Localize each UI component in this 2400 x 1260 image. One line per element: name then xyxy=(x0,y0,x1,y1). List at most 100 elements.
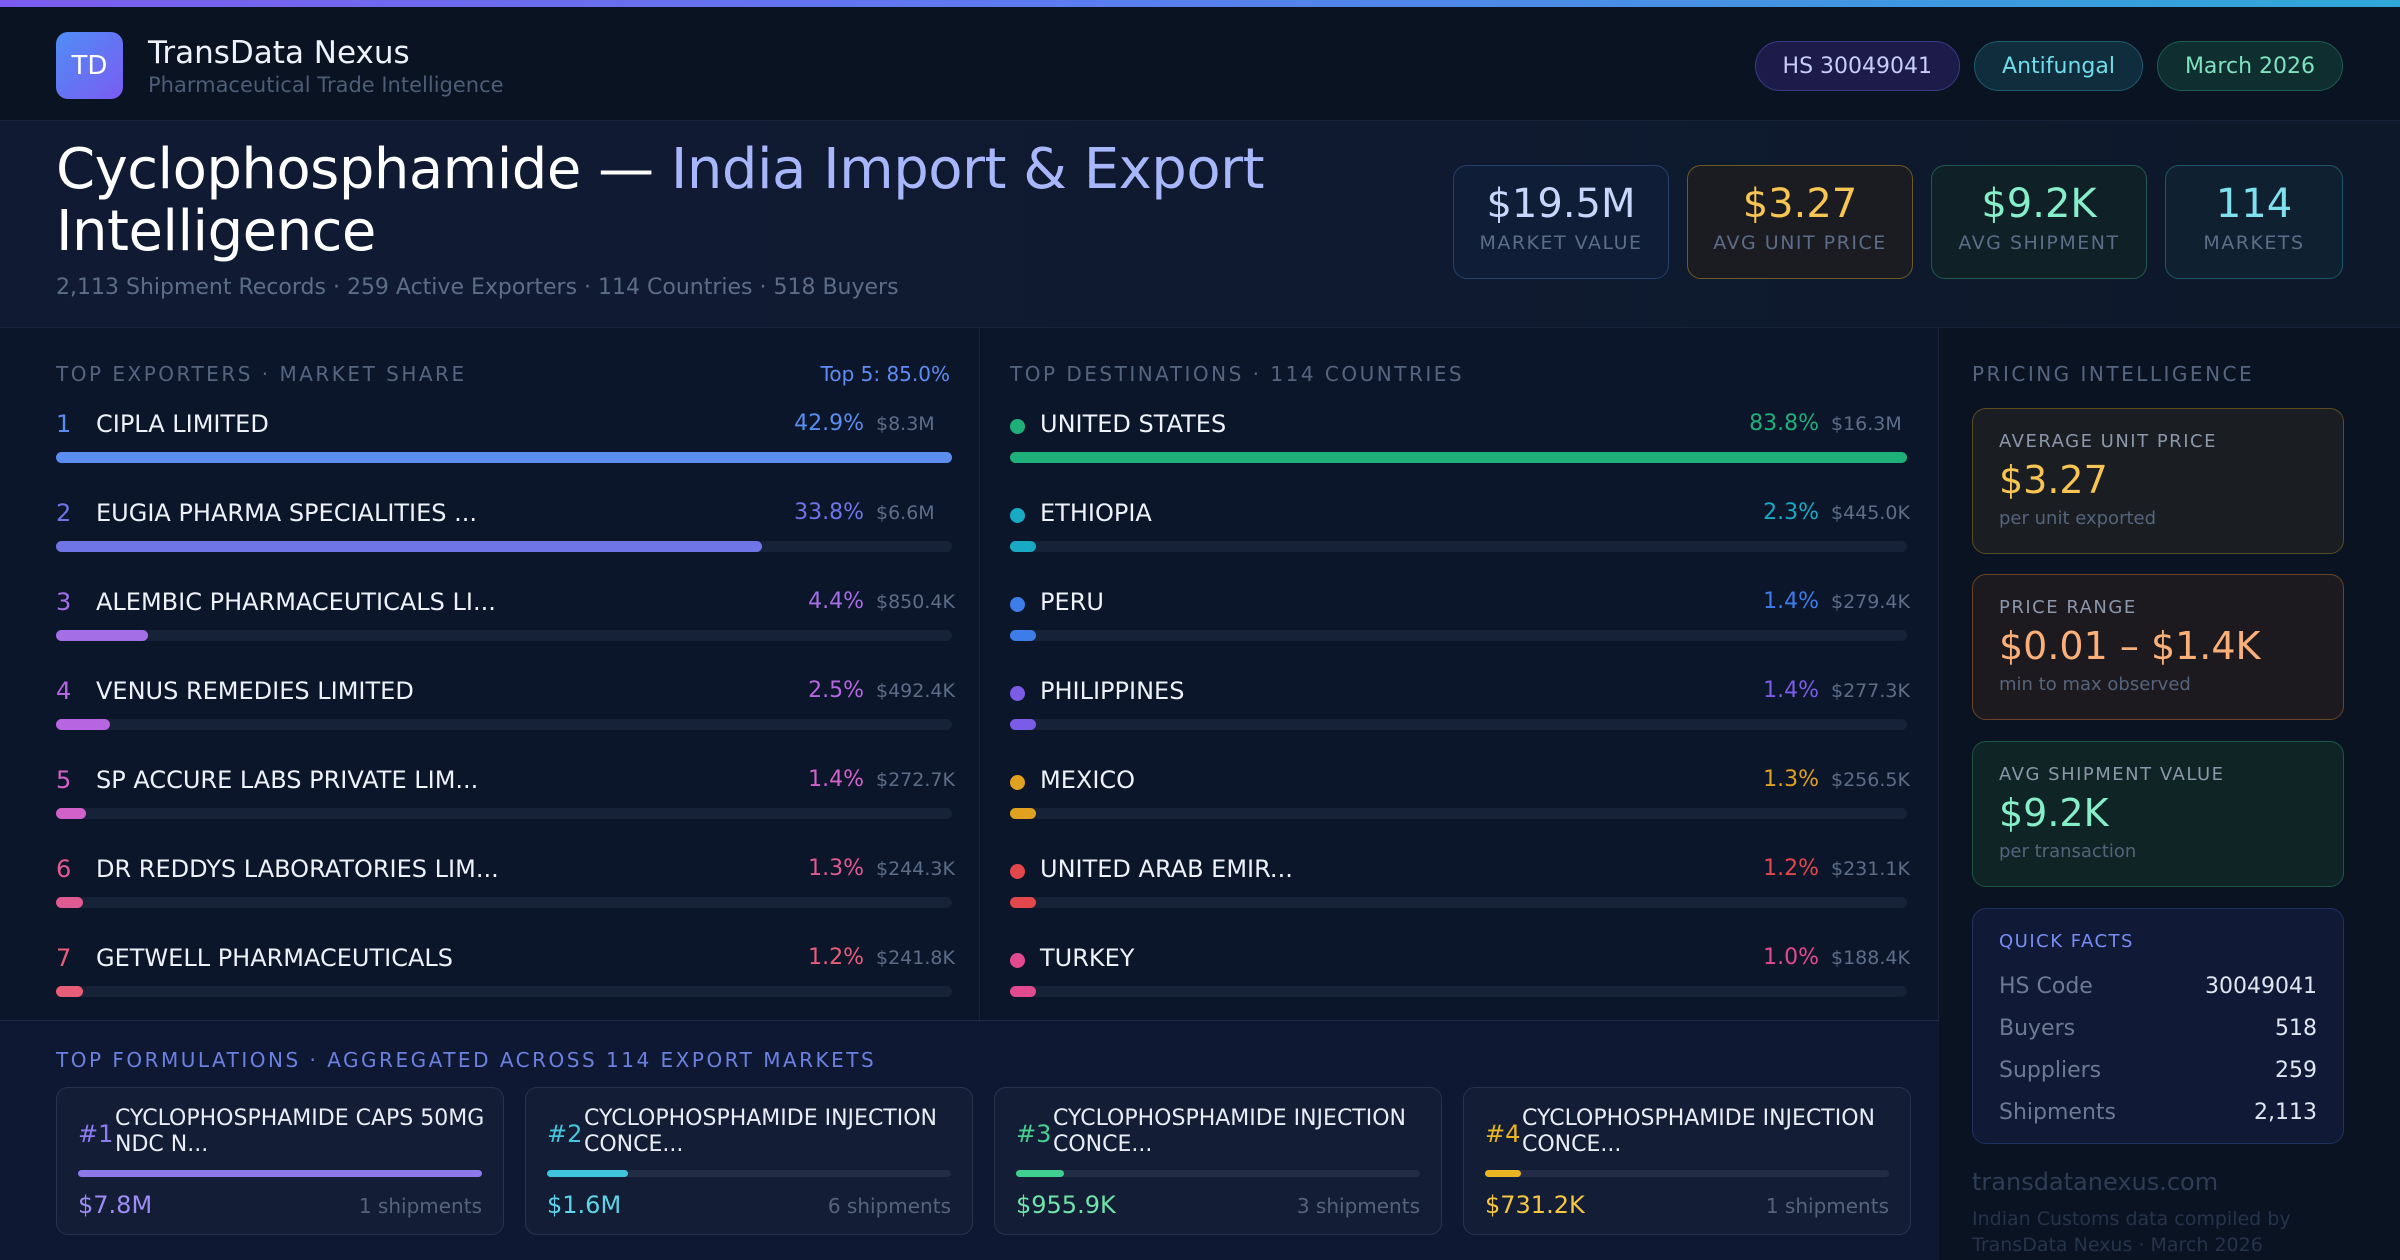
formulation-shipments: 6 shipments xyxy=(827,1194,951,1218)
destination-name: ETHIOPIA xyxy=(1040,499,1152,527)
exporter-row[interactable]: 2 EUGIA PHARMA SPECIALITIES ... 33.8% $6.6M xyxy=(56,499,952,588)
destinations-panel: TOP DESTINATIONS · 114 COUNTRIES UNITED … xyxy=(981,328,1939,1020)
exporter-share-track xyxy=(56,541,952,552)
footer-site-link[interactable]: transdatanexus.com xyxy=(1972,1168,2219,1196)
formulation-name: CYCLOPHOSPHAMIDE CAPS 50MG NDC N... xyxy=(115,1106,485,1157)
exporter-share-track xyxy=(56,719,952,730)
category-chip[interactable]: Antifungal xyxy=(1974,41,2143,91)
kpi-value: $19.5M xyxy=(1486,181,1636,227)
formulation-rank: #1 xyxy=(78,1120,114,1148)
brand-tagline: Pharmaceutical Trade Intelligence xyxy=(148,73,504,97)
formulation-share-track xyxy=(78,1170,482,1177)
destination-row[interactable]: PERU 1.4% $279.4K xyxy=(1010,588,1910,677)
destination-row[interactable]: MEXICO 1.3% $256.5K xyxy=(1010,766,1910,855)
formulation-card[interactable]: #3 CYCLOPHOSPHAMIDE INJECTION CONCE... $95… xyxy=(994,1087,1442,1235)
quick-facts-card: QUICK FACTS HS Code 30049041 Buyers 518 … xyxy=(1972,908,2344,1144)
destination-row[interactable]: UNITED ARAB EMIR... 1.2% $231.1K xyxy=(1010,855,1910,944)
destination-row[interactable]: TURKEY 1.0% $188.4K xyxy=(1010,944,1910,1033)
destination-share-track xyxy=(1010,986,1907,997)
destination-row[interactable]: UNITED STATES 83.8% $16.3M xyxy=(1010,410,1907,499)
exporter-rank: 7 xyxy=(56,944,72,972)
destination-pct: 1.4% xyxy=(1763,678,1819,703)
kpi-value: $3.27 xyxy=(1742,181,1858,227)
fact-value: 259 xyxy=(2275,1058,2317,1083)
fact-row: HS Code 30049041 xyxy=(1999,960,2317,1002)
pricing-sidebar: PRICING INTELLIGENCE AVERAGE UNIT PRICE … xyxy=(1940,328,2400,1260)
destination-dot-icon xyxy=(1010,419,1025,434)
formulation-share-bar xyxy=(547,1170,628,1177)
exporter-share-track xyxy=(56,986,952,997)
destination-share-bar xyxy=(1010,986,1036,997)
facts-list: HS Code 30049041 Buyers 518 Suppliers 25… xyxy=(1999,960,2317,1128)
date-chip[interactable]: March 2026 xyxy=(2156,41,2343,91)
destination-share-bar xyxy=(1010,897,1036,908)
exporter-row[interactable]: 5 SP ACCURE LABS PRIVATE LIM... 1.4% $272.7… xyxy=(56,766,955,855)
exporter-amount: $241.8K xyxy=(876,947,955,969)
exporter-amount: $850.4K xyxy=(876,591,955,613)
formulation-rank: #2 xyxy=(547,1120,583,1148)
exporter-row[interactable]: 7 GETWELL PHARMACEUTICALS 1.2% $241.8K xyxy=(56,944,955,1033)
exporter-name: ALEMBIC PHARMACEUTICALS LI... xyxy=(96,588,496,616)
exporter-amount: $8.3M xyxy=(876,413,935,435)
exporter-name: CIPLA LIMITED xyxy=(96,410,269,438)
fact-value: 30049041 xyxy=(2205,974,2317,999)
exporter-share-track xyxy=(56,630,952,641)
formulation-card[interactable]: #4 CYCLOPHOSPHAMIDE INJECTION CONCE... $73… xyxy=(1463,1087,1911,1235)
kpi-avg-unit-price: $3.27 AVG UNIT PRICE xyxy=(1687,165,1913,279)
formulation-card[interactable]: #2 CYCLOPHOSPHAMIDE INJECTION CONCE... $1.… xyxy=(525,1087,973,1235)
formulation-card[interactable]: #1 CYCLOPHOSPHAMIDE CAPS 50MG NDC N... $7.… xyxy=(56,1087,504,1235)
app-header: TD TransData Nexus Pharmaceutical Trade … xyxy=(0,7,2400,121)
exporter-share-bar xyxy=(56,897,83,908)
exporter-pct: 1.4% xyxy=(808,767,864,792)
formulation-rank: #4 xyxy=(1485,1120,1521,1148)
destination-dot-icon xyxy=(1010,597,1025,612)
brand-logo[interactable]: TD xyxy=(56,32,123,99)
fact-value: 518 xyxy=(2275,1016,2317,1041)
destination-share-track xyxy=(1010,630,1907,641)
pricing-title: PRICING INTELLIGENCE xyxy=(1972,362,2255,386)
formulation-share-track xyxy=(1016,1170,1420,1177)
kpi-avg-shipment: $9.2K AVG SHIPMENT xyxy=(1931,165,2147,279)
exporter-share-bar xyxy=(56,630,149,641)
formulation-share-bar xyxy=(1016,1170,1065,1177)
formulation-name: CYCLOPHOSPHAMIDE INJECTION CONCE... xyxy=(584,1106,938,1157)
exporter-share-track xyxy=(56,452,952,463)
destination-name: MEXICO xyxy=(1040,766,1136,794)
card-title: AVG SHIPMENT VALUE xyxy=(1999,764,2225,785)
fact-row: Buyers 518 xyxy=(1999,1002,2317,1044)
exporter-row[interactable]: 6 DR REDDYS LABORATORIES LIM... 1.3% $244.3… xyxy=(56,855,955,944)
page-title: Cyclophosphamide — India Import & Export… xyxy=(56,139,1376,263)
destination-row[interactable]: PHILIPPINES 1.4% $277.3K xyxy=(1010,677,1910,766)
exporter-share-bar xyxy=(56,986,83,997)
kpi-label: MARKETS xyxy=(2203,232,2305,254)
hs-code-chip[interactable]: HS 30049041 xyxy=(1754,41,1961,91)
exporter-row[interactable]: 3 ALEMBIC PHARMACEUTICALS LI... 4.4% $850.4… xyxy=(56,588,955,677)
exporter-pct: 1.3% xyxy=(808,856,864,881)
card-value: $3.27 xyxy=(1999,458,2108,502)
price-range-card: PRICE RANGE $0.01 – $1.4K min to max obs… xyxy=(1972,574,2344,720)
kpi-value: $9.2K xyxy=(1981,181,2097,227)
destination-pct: 2.3% xyxy=(1763,500,1819,525)
exporter-share-bar xyxy=(56,719,110,730)
brand-name[interactable]: TransData Nexus xyxy=(148,35,410,71)
destination-amount: $445.0K xyxy=(1831,502,1910,524)
kpi-markets: 114 MARKETS xyxy=(2165,165,2343,279)
card-title: AVERAGE UNIT PRICE xyxy=(1999,431,2217,452)
destination-row[interactable]: ETHIOPIA 2.3% $445.0K xyxy=(1010,499,1910,588)
kpi-market-value: $19.5M MARKET VALUE xyxy=(1453,165,1669,279)
destinations-title: TOP DESTINATIONS · 114 COUNTRIES xyxy=(1010,362,1465,386)
kpi-label: AVG SHIPMENT xyxy=(1958,232,2120,254)
exporter-row[interactable]: 1 CIPLA LIMITED 42.9% $8.3M xyxy=(56,410,952,499)
exporters-title: TOP EXPORTERS · MARKET SHARE xyxy=(56,362,467,386)
exporter-row[interactable]: 4 VENUS REMEDIES LIMITED 2.5% $492.4K xyxy=(56,677,955,766)
destination-amount: $256.5K xyxy=(1831,769,1910,791)
exporter-share-bar xyxy=(56,808,86,819)
exporter-pct: 1.2% xyxy=(808,945,864,970)
destination-share-track xyxy=(1010,719,1907,730)
exporter-pct: 42.9% xyxy=(794,411,864,436)
destination-share-track xyxy=(1010,897,1907,908)
footer-note: Indian Customs data compiled by TransDat… xyxy=(1972,1208,2291,1256)
title-accent: India Import & Export xyxy=(670,137,1265,202)
formulation-share-track xyxy=(1485,1170,1889,1177)
exporter-amount: $6.6M xyxy=(876,502,935,524)
